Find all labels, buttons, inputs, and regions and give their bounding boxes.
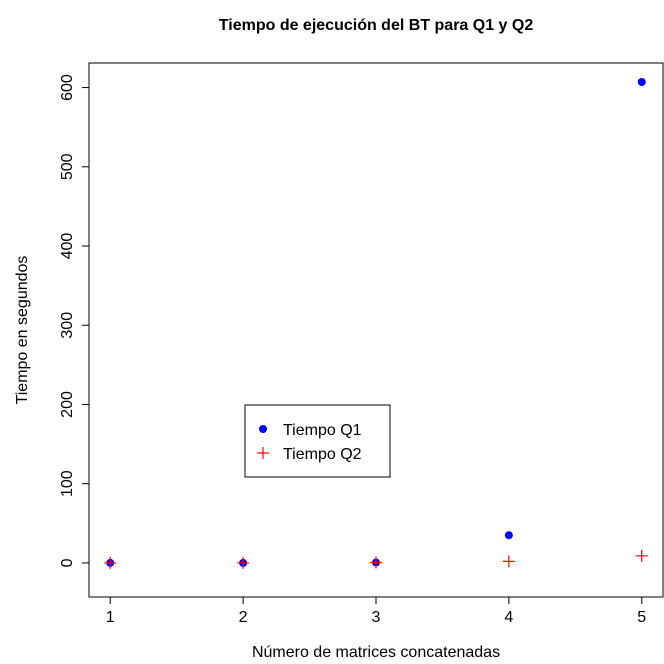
point	[104, 556, 117, 569]
legend-box	[244, 404, 391, 478]
x-tick-label: 1	[106, 609, 115, 626]
point	[637, 78, 646, 87]
point	[504, 531, 513, 540]
y-tick-label: 500	[59, 153, 76, 180]
y-tick-label: 600	[59, 74, 76, 101]
legend-marker	[257, 447, 269, 459]
plot-box	[88, 62, 664, 598]
legend-label: Tiempo Q1	[283, 422, 362, 439]
x-tick-label: 5	[637, 609, 646, 626]
x-tick-label: 4	[504, 609, 513, 626]
x-axis-label: Número de matrices concatenadas	[252, 644, 500, 661]
y-tick-label: 300	[59, 312, 76, 339]
y-tick-label: 100	[59, 470, 76, 497]
point	[370, 556, 382, 569]
y-axis-label: Tiempo en segundos	[14, 256, 31, 405]
legend-label: Tiempo Q2	[283, 446, 362, 463]
point	[502, 555, 515, 568]
y-tick-label: 0	[59, 558, 76, 567]
legend-marker	[259, 425, 267, 433]
y-tick-label: 400	[59, 233, 76, 260]
y-tick-label: 200	[59, 391, 76, 418]
x-tick-label: 2	[239, 609, 248, 626]
chart-title: Tiempo de ejecución del BT para Q1 y Q2	[219, 17, 534, 34]
point	[237, 556, 250, 569]
x-tick-label: 3	[372, 609, 381, 626]
point	[635, 549, 648, 562]
